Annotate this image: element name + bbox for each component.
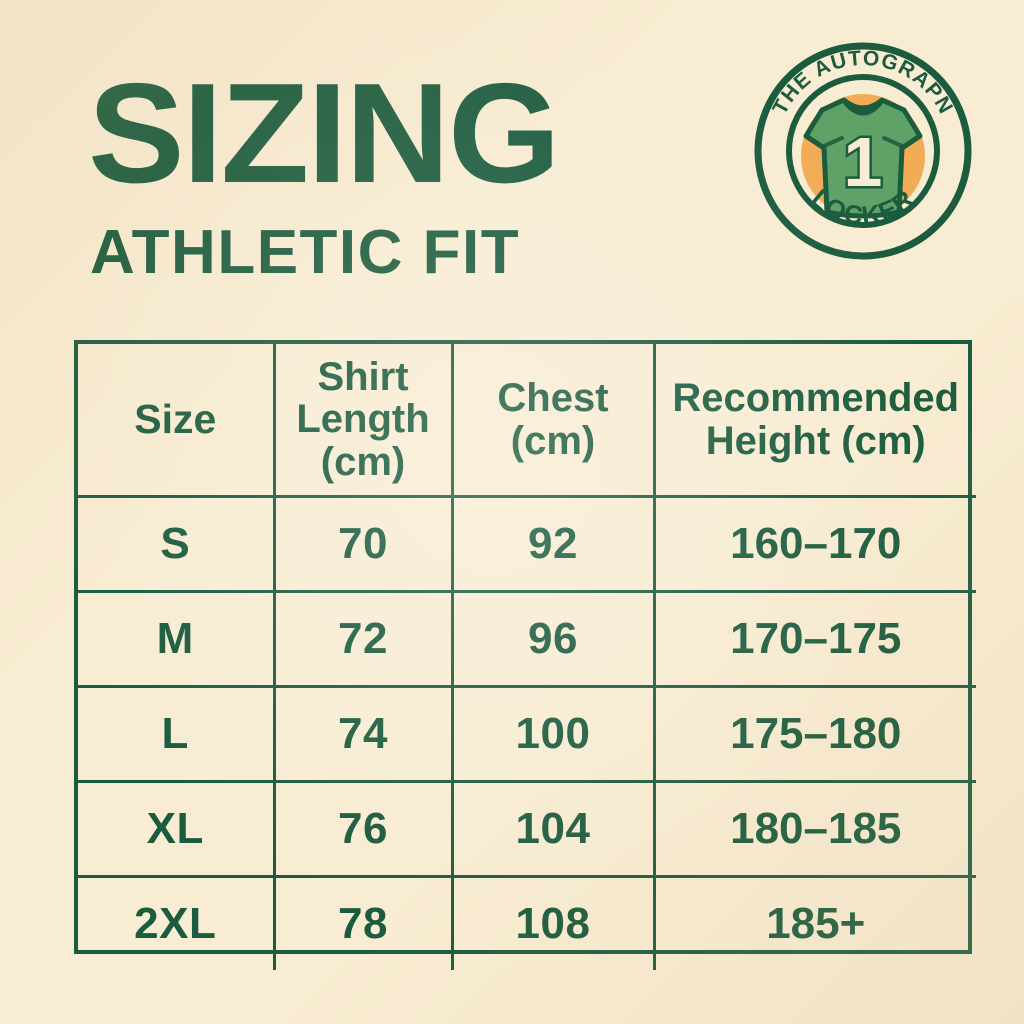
- cell-chest: 92: [450, 495, 656, 593]
- column-header-chest-line1: Chest: [497, 376, 609, 421]
- cell-recommended-height: 185+: [652, 875, 976, 970]
- cell-shirt-length: 70: [272, 495, 454, 593]
- cell-chest: 100: [450, 685, 656, 783]
- cell-chest: 104: [450, 780, 656, 878]
- column-header-shirt-length-line1: Shirt: [317, 354, 409, 399]
- column-header-chest: Chest (cm): [450, 344, 656, 498]
- cell-chest: 108: [450, 875, 656, 970]
- column-header-chest-line2: (cm): [510, 418, 596, 463]
- cell-shirt-length: 76: [272, 780, 454, 878]
- column-header-shirt-length-line3: (cm): [320, 439, 406, 484]
- table-row: 2XL 78 108 185+: [78, 875, 976, 970]
- column-header-size: Size: [78, 344, 276, 498]
- cell-size: L: [78, 685, 276, 783]
- sizing-table-container: Size Shirt Length (cm) Chest (cm) Recomm…: [74, 340, 976, 970]
- column-header-shirt-length-line2: Length: [296, 397, 430, 442]
- jersey-number: 1: [844, 123, 883, 201]
- column-header-height-line2: Height (cm): [705, 418, 926, 463]
- cell-size: M: [78, 590, 276, 688]
- cell-size: S: [78, 495, 276, 593]
- table-row: M 72 96 170–175: [78, 590, 976, 688]
- sizing-table: Size Shirt Length (cm) Chest (cm) Recomm…: [78, 344, 976, 970]
- jersey-icon: 1: [803, 97, 923, 219]
- table-body: S 70 92 160–170 M 72 96 170–175 L 74 100…: [78, 495, 976, 970]
- cell-chest: 96: [450, 590, 656, 688]
- cell-recommended-height: 175–180: [652, 685, 976, 783]
- column-header-recommended-height: Recommended Height (cm): [652, 344, 976, 498]
- table-row: S 70 92 160–170: [78, 495, 976, 593]
- cell-recommended-height: 160–170: [652, 495, 976, 593]
- table-header: Size Shirt Length (cm) Chest (cm) Recomm…: [78, 344, 976, 498]
- cell-shirt-length: 78: [272, 875, 454, 970]
- brand-logo: 1 THE AUTOGRAPN LOCKER: [752, 40, 974, 262]
- cell-shirt-length: 72: [272, 590, 454, 688]
- cell-size: 2XL: [78, 875, 276, 970]
- table-header-row: Size Shirt Length (cm) Chest (cm) Recomm…: [78, 344, 976, 498]
- cell-recommended-height: 170–175: [652, 590, 976, 688]
- page-title: SIZING: [88, 54, 561, 213]
- cell-shirt-length: 74: [272, 685, 454, 783]
- column-header-height-line1: Recommended: [672, 376, 960, 421]
- page-subtitle: ATHLETIC FIT: [90, 218, 521, 287]
- table-row: XL 76 104 180–185: [78, 780, 976, 878]
- cell-size: XL: [78, 780, 276, 878]
- cell-recommended-height: 180–185: [652, 780, 976, 878]
- column-header-size-label: Size: [134, 395, 217, 442]
- table-row: L 74 100 175–180: [78, 685, 976, 783]
- column-header-shirt-length: Shirt Length (cm): [272, 344, 454, 498]
